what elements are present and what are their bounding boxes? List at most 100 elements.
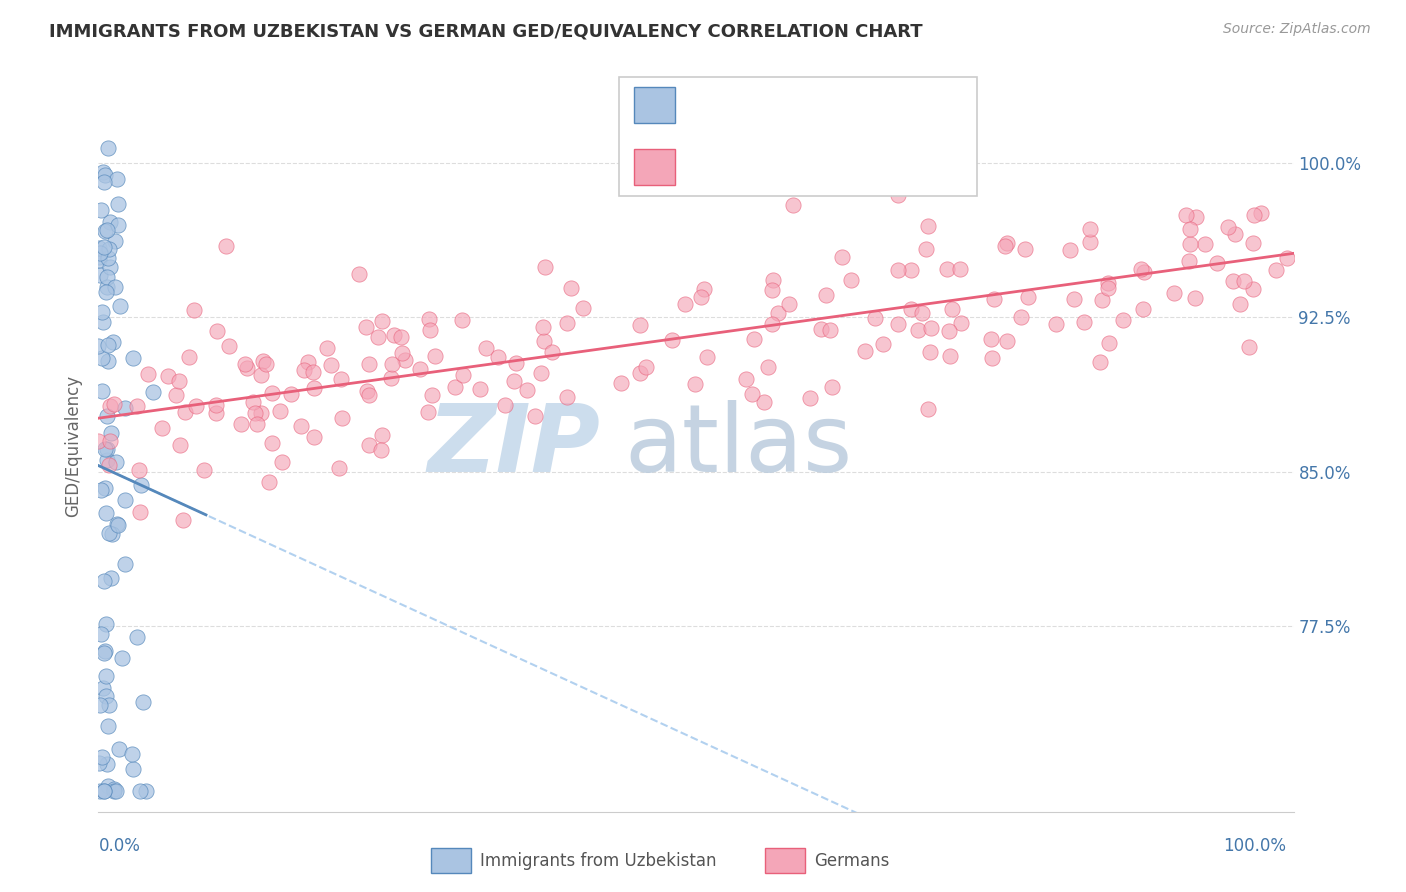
Point [1097,276,1119,290]
Point [103,397,125,411]
Point [1017,290,1039,304]
Point [104,784,127,798]
Point [918,345,941,359]
Point [1078,222,1101,236]
Point [1112,313,1135,327]
Point [450,313,472,327]
Point [560,281,582,295]
Point [475,341,498,355]
Point [94,285,117,299]
Point [762,273,785,287]
Point [114,493,136,508]
Bar [430,848,471,873]
Point [100,527,122,541]
Point [96,279,118,293]
Point [107,518,129,533]
Point [359,357,381,371]
Point [89,698,111,713]
Point [382,327,405,342]
Point [105,171,128,186]
Point [1229,297,1251,311]
Point [1091,293,1114,307]
Point [90,483,112,497]
Point [98,242,121,256]
Point [250,368,273,383]
Point [138,367,160,381]
Point [911,306,934,320]
Point [97,338,120,352]
Point [693,282,716,296]
Point [93,224,115,238]
Point [356,319,378,334]
Point [872,337,894,351]
Point [93,240,115,254]
Point [690,290,713,304]
Point [742,332,765,346]
Point [243,406,266,420]
Point [186,399,208,413]
Point [315,341,337,355]
Point [1078,235,1101,249]
Point [1216,220,1239,235]
Point [98,526,121,541]
Point [104,234,127,248]
Point [97,779,120,793]
Point [96,223,118,237]
Point [121,351,143,366]
Point [371,428,394,442]
Point [121,747,143,761]
Point [900,302,922,317]
Point [218,339,240,353]
Point [114,401,136,415]
Point [205,324,228,338]
Point [233,358,256,372]
Point [359,438,381,452]
Point [90,384,112,399]
Text: N =: N = [835,158,872,176]
Point [752,395,775,409]
Point [391,346,413,360]
Point [381,358,404,372]
Bar [765,848,806,873]
Point [94,169,117,183]
Point [93,646,115,660]
Point [172,513,194,527]
Point [174,405,197,419]
Point [122,762,145,776]
Point [100,426,122,441]
Point [270,455,292,469]
Point [101,334,124,349]
Point [97,251,120,265]
Text: 83: 83 [883,95,907,113]
Point [505,356,527,370]
FancyBboxPatch shape [619,77,977,195]
Point [555,316,578,330]
Point [129,784,152,798]
Point [94,644,117,658]
Point [1239,340,1261,354]
Point [394,352,416,367]
Point [980,333,1002,347]
Point [941,302,963,317]
Point [231,417,253,431]
Point [839,273,862,287]
Point [1014,242,1036,256]
Point [135,784,157,798]
Point [555,390,578,404]
Point [778,297,800,311]
Point [167,374,190,388]
Point [93,784,115,798]
Text: R =: R = [690,158,725,176]
Point [907,323,929,337]
Point [103,782,125,797]
Bar [634,87,675,123]
Point [516,383,538,397]
Y-axis label: GED/Equivalency: GED/Equivalency [65,375,83,517]
Point [418,312,440,326]
Point [1222,274,1244,288]
Point [105,455,128,469]
Point [96,669,118,683]
Point [409,362,432,376]
Point [887,188,910,202]
Point [915,242,938,256]
